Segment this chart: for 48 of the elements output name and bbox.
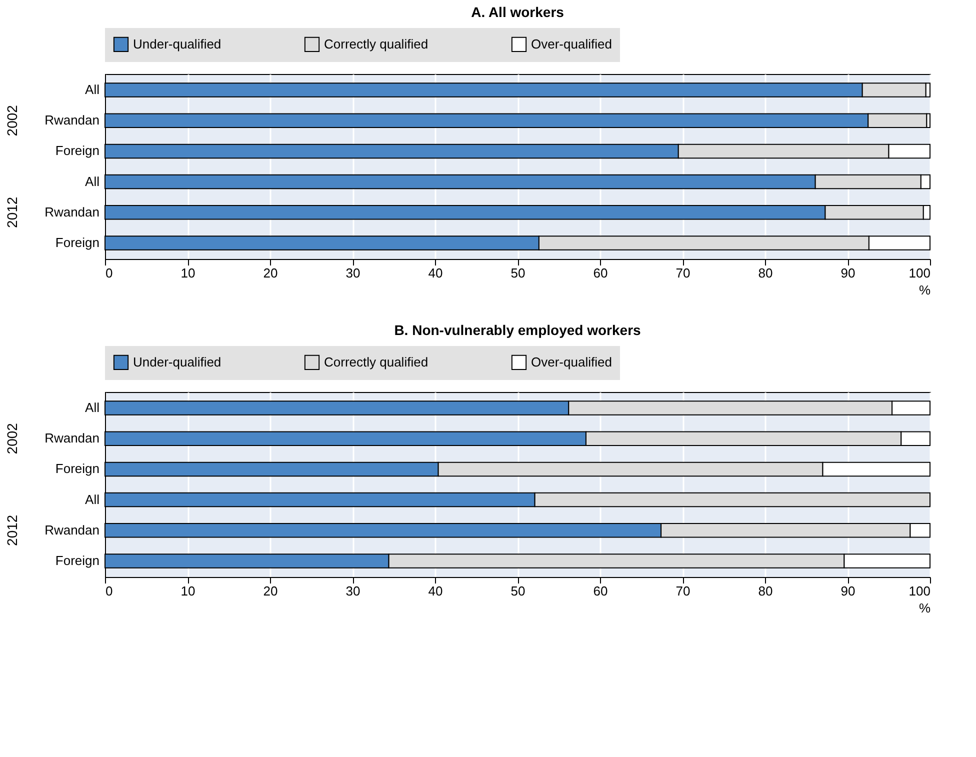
- text: 2012: [4, 196, 20, 228]
- x-tick-label: 70: [676, 584, 690, 598]
- x-tick-label: 100: [908, 584, 930, 598]
- x-tick-label: 20: [263, 584, 278, 598]
- y-tick-label: All: [85, 492, 100, 507]
- text: 2002: [4, 104, 20, 136]
- x-tick-label: 60: [593, 584, 608, 598]
- x-tick-label: 30: [346, 266, 360, 280]
- chart-title: B. Non-vulnerably employed workers: [394, 322, 642, 338]
- x-tick-label: 10: [180, 584, 196, 598]
- x-axis-title: %: [918, 282, 931, 298]
- x-tick-label: 70: [676, 266, 690, 280]
- x-tick-label: 60: [593, 266, 608, 280]
- y-tick-label: Rwandan: [44, 430, 100, 446]
- x-tick-label: 80: [758, 584, 773, 598]
- x-tick-label: 90: [840, 266, 856, 280]
- x-tick-label: 0: [106, 266, 113, 280]
- y-tick-label: All: [85, 400, 100, 416]
- legend-label: Correctly qualified: [324, 354, 428, 370]
- x-tick-label: 10: [180, 266, 196, 280]
- x-tick-label: 40: [428, 584, 443, 598]
- chart-title: A. All workers: [471, 4, 564, 20]
- x-tick-label: 20: [263, 266, 278, 280]
- text: 2002: [4, 422, 20, 454]
- y-tick-label: All: [85, 174, 100, 189]
- y-tick-label: Foreign: [55, 552, 100, 568]
- x-tick-label: 100: [908, 266, 930, 280]
- y-tick-label: Foreign: [55, 143, 100, 158]
- y-tick-label: Rwandan: [44, 204, 100, 220]
- y-tick-label: Rwandan: [44, 522, 100, 538]
- y-tick-label: Rwandan: [44, 112, 100, 128]
- y-tick-label: All: [85, 82, 100, 98]
- x-tick-label: 50: [510, 266, 526, 280]
- legend-label: Correctly qualified: [324, 36, 428, 52]
- legend-label: Over-qualified: [531, 354, 612, 370]
- y-tick-label: Foreign: [55, 461, 100, 476]
- x-tick-label: 50: [510, 584, 526, 598]
- x-axis-title: %: [918, 600, 931, 616]
- x-tick-label: 0: [106, 584, 113, 598]
- legend-label: Under-qualified: [133, 354, 222, 370]
- x-tick-label: 40: [428, 266, 443, 280]
- text: 2012: [4, 514, 20, 546]
- x-tick-label: 30: [346, 584, 360, 598]
- y-tick-label: Foreign: [55, 234, 100, 250]
- legend-label: Over-qualified: [531, 36, 612, 52]
- x-tick-label: 80: [758, 266, 773, 280]
- legend-label: Under-qualified: [133, 36, 222, 52]
- x-tick-label: 90: [840, 584, 856, 598]
